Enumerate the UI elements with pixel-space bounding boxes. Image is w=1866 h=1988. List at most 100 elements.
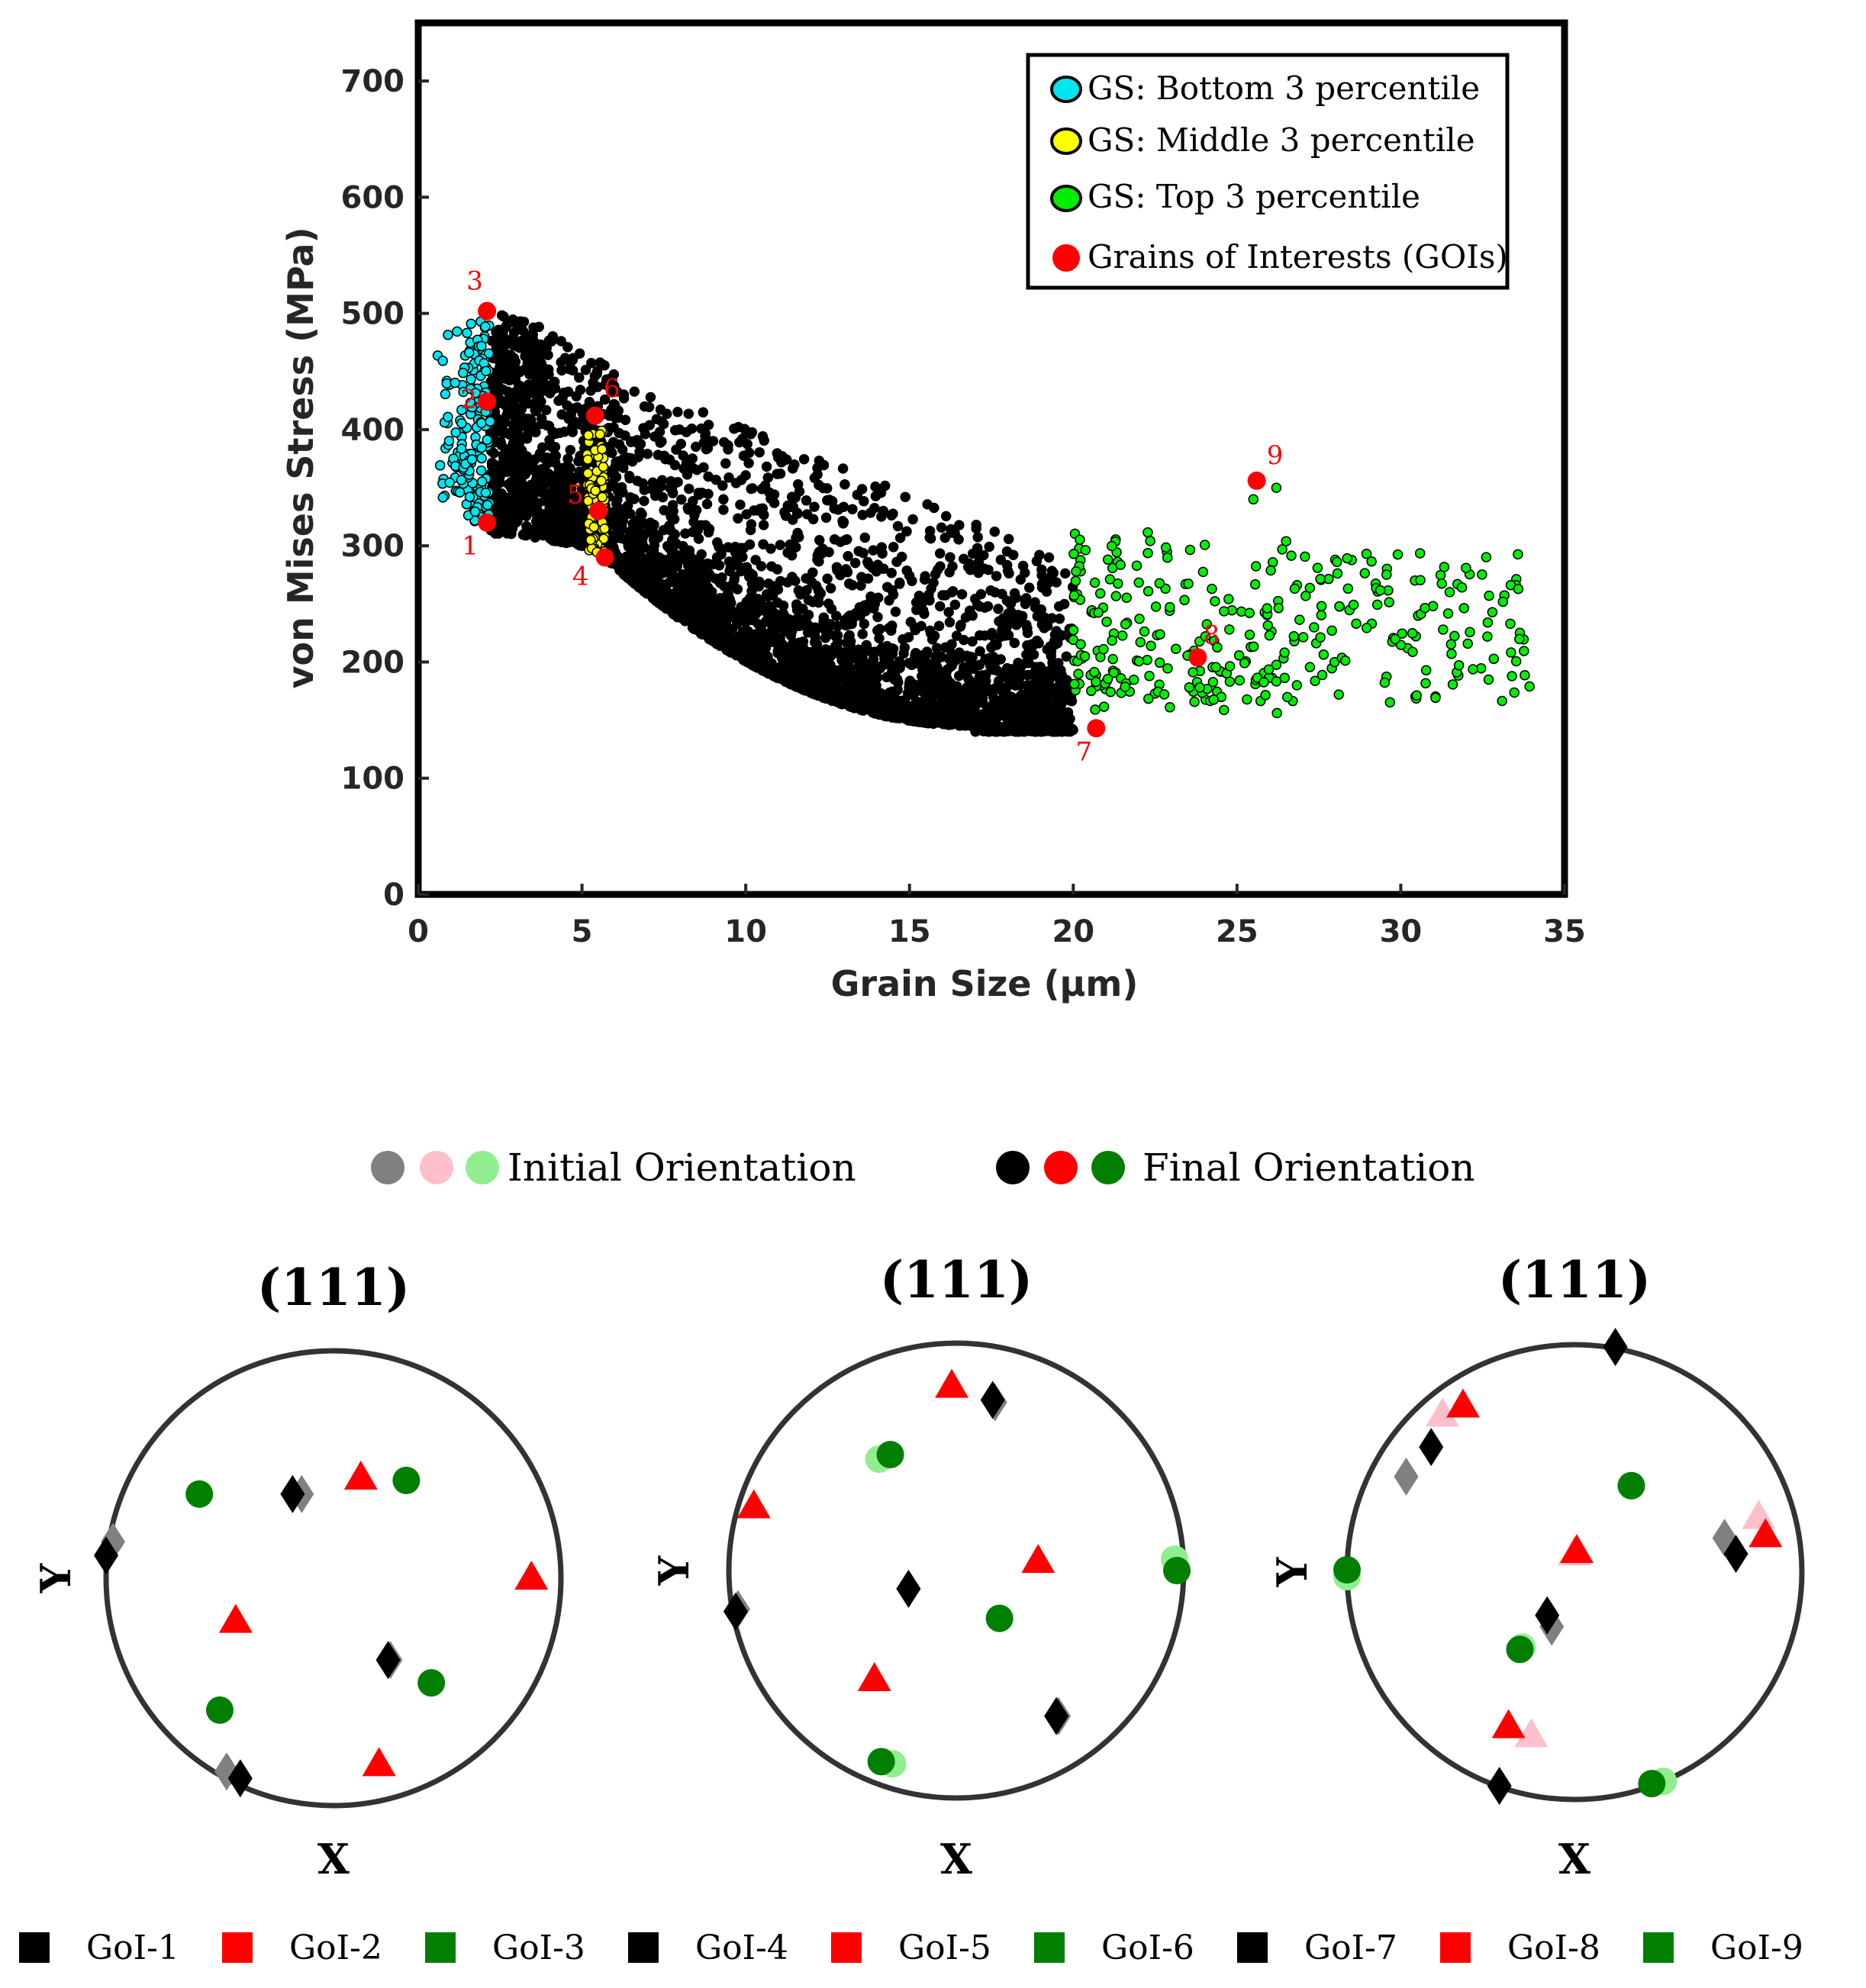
scatter-point [758,539,769,549]
scatter-point [701,498,713,510]
legend-marker-top [1050,185,1082,212]
scatter-point [997,624,1007,636]
scatter-point [520,491,532,502]
scatter-point-top [1086,685,1097,697]
scatter-point [1042,644,1053,655]
scatter-point-top [1288,631,1300,642]
scatter-point-top [1304,662,1316,672]
goi-point-label: 8 [1204,620,1220,650]
scatter-point [792,527,803,539]
orientation-legend: Initial Orientation Final Orientation [371,1145,1475,1190]
scatter-point-top [1089,577,1101,588]
scatter-point-top [1131,560,1142,571]
scatter-point [720,458,731,469]
x-tick-label: 25 [1216,914,1259,949]
scatter-point [825,650,836,662]
scatter-point [691,504,702,516]
scatter-point [718,494,729,505]
scatter-point [940,590,951,601]
scatter-point-top [1165,702,1175,713]
scatter-point [717,624,728,636]
scatter-point [756,561,767,572]
scatter-point-top [1102,673,1113,685]
scatter-point [750,609,762,620]
scatter-point-top [1239,658,1250,669]
goi-point-label: 1 [462,531,479,562]
scatter-point [856,580,866,591]
scatter-point-top [1242,694,1252,705]
scatter-point [847,614,858,625]
scatter-point [1022,623,1033,633]
goi-legend-label: GoI-2 [289,1928,382,1967]
scatter-point [775,540,786,550]
scatter-point [798,604,808,614]
scatter-point [985,657,995,668]
scatter-point [1015,680,1026,691]
final-orientation-point [1603,1327,1628,1366]
pole-figure-points [723,1368,1191,1778]
scatter-point [639,495,649,507]
scatter-point [747,649,758,660]
scatter-point [869,502,880,514]
scatter-point [1040,672,1052,683]
scatter-point [853,661,864,672]
scatter-point [733,421,744,433]
scatter-point [688,462,698,474]
goi-point-8 [1188,648,1207,667]
scatter-point [857,629,868,640]
scatter-point [614,427,624,439]
goi-point-label: 2 [460,384,477,414]
scatter-point-top [1342,553,1352,564]
scatter-point [680,528,691,539]
scatter-point-top [1068,590,1080,601]
scatter-point [682,603,694,614]
initial-orientation-point [1742,1500,1776,1529]
scatter-point [775,620,786,632]
scatter-point-top [1135,636,1146,648]
scatter-point [878,563,889,575]
scatter-point [528,420,539,432]
initial-green-marker [466,1151,499,1184]
legend-label-top: GS: Top 3 percentile [1088,178,1420,215]
scatter-point [508,353,520,363]
final-orientation-point [857,1662,891,1692]
scatter-point [794,676,805,688]
scatter-point [920,571,930,582]
goi-point-9 [1247,471,1266,490]
scatter-point [785,626,795,637]
scatter-point [616,482,627,493]
scatter-point-top [1384,697,1396,708]
y-tick-label: 100 [341,762,405,797]
scatter-point [972,532,983,543]
scatter-point-top [1073,669,1084,679]
pole-figure-points [94,1460,549,1798]
scatter-point-top [1144,671,1155,681]
pole-figure-y-label: Y [649,1555,698,1586]
scatter-point [843,578,855,589]
scatter-point [629,386,640,397]
scatter-point [924,526,936,536]
scatter-point [820,633,831,643]
scatter-point [820,512,832,524]
scatter-point [563,414,574,424]
scatter-point [1030,602,1041,613]
scatter-point-bottom [444,477,455,488]
scatter-point [826,604,837,614]
scatter-point-top [1487,607,1498,617]
scatter-point [984,541,994,553]
scatter-point [818,459,830,471]
scatter-point-top [1223,594,1234,604]
scatter-point [905,677,917,688]
scatter-point-middle [590,485,601,496]
scatter-point [997,698,1007,709]
legend-label-goi: Grains of Interests (GOIs) [1088,238,1508,275]
scatter-point [986,630,997,641]
scatter-point-top [1326,625,1337,636]
scatter-point-top [1068,678,1080,690]
scatter-point [920,691,931,703]
goi-point-5 [589,501,608,520]
scatter-point [517,445,527,456]
scatter-point [614,439,625,450]
scatter-point [977,692,988,704]
scatter-point [667,543,678,554]
